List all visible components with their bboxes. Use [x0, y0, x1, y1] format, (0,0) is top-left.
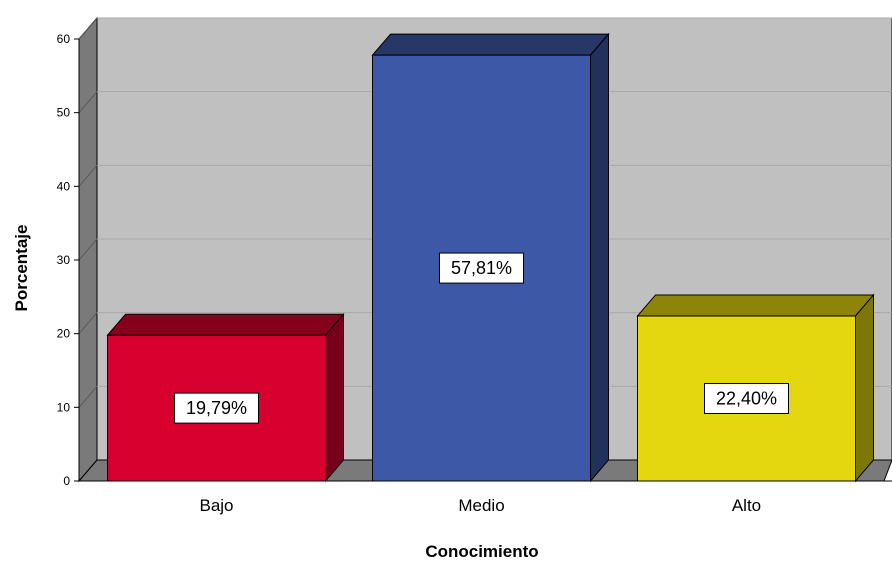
y-tick-label: 40	[57, 179, 71, 193]
y-tick-label: 30	[57, 253, 71, 267]
bar-medio: 57,81%	[371, 32, 610, 483]
y-tick-label: 10	[57, 400, 71, 414]
bar-alto: 22,40%	[636, 293, 875, 483]
x-tick-label: Bajo	[199, 496, 233, 515]
bar-top	[371, 33, 610, 56]
y-tick-label: 60	[57, 32, 71, 46]
bar-side	[855, 293, 874, 483]
bar-bajo: 19,79%	[106, 312, 345, 483]
bar-top	[106, 313, 345, 336]
x-tick-label: Medio	[458, 496, 504, 515]
y-axis-ticks: 0 10 20 30 40 50 60	[57, 32, 80, 488]
y-tick-label: 50	[57, 106, 71, 120]
x-axis-title: Conocimiento	[425, 542, 538, 561]
grid-line-side	[78, 238, 98, 261]
data-label-box	[439, 252, 524, 284]
y-tick-label: 20	[57, 327, 71, 341]
data-label-box	[704, 382, 789, 414]
grid-line-side	[78, 91, 98, 113]
bar-top	[636, 294, 875, 317]
x-tick-label: Alto	[732, 496, 761, 515]
data-label: 57,81%	[451, 258, 512, 278]
y-axis-title: Porcentaje	[12, 225, 31, 312]
y-tick-label: 0	[63, 474, 70, 488]
data-label: 22,40%	[716, 388, 777, 408]
grid-line-side	[78, 165, 98, 187]
x-axis-categories: Bajo Medio Alto	[199, 496, 761, 515]
data-label: 19,79%	[186, 398, 247, 418]
bars: 19,79% 57,81% 22,40%	[106, 32, 875, 483]
grid-line-side	[78, 17, 98, 40]
data-label-box	[174, 392, 259, 424]
grid-line-side	[78, 312, 98, 334]
grid-line-side	[78, 386, 98, 408]
bar-side	[590, 32, 609, 483]
bar-side	[325, 312, 344, 483]
